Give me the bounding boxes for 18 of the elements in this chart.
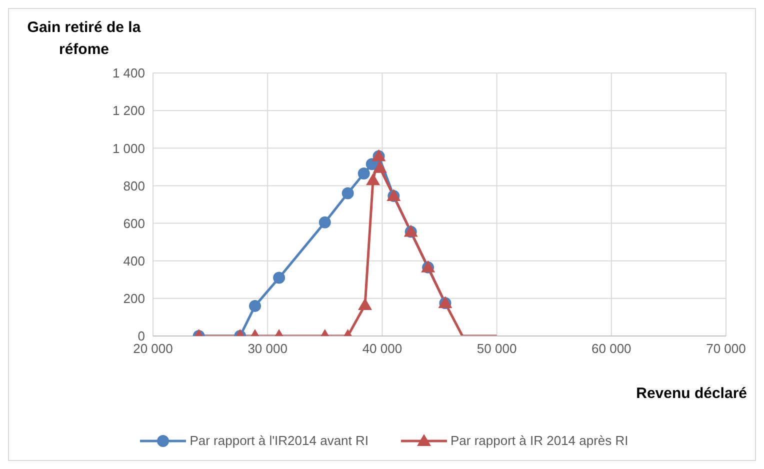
y-tick-label: 1 200 xyxy=(112,103,145,118)
y-tick-label: 1 400 xyxy=(112,66,145,81)
x-axis-title: Revenu déclaré xyxy=(636,385,747,402)
y-tick-label: 0 xyxy=(138,328,145,344)
x-tick-label: 70 000 xyxy=(706,341,746,356)
x-tick-label: 60 000 xyxy=(592,341,632,356)
legend-label: Par rapport à l'IR2014 avant RI xyxy=(190,433,369,448)
y-tick-label: 600 xyxy=(123,216,145,231)
y-axis-title: Gain retiré de la réfome xyxy=(26,18,142,60)
x-tick-label: 20 000 xyxy=(133,341,173,356)
y-tick-label: 800 xyxy=(123,178,145,194)
legend-label: Par rapport à IR 2014 après RI xyxy=(450,433,628,448)
y-tick-label: 200 xyxy=(123,291,145,306)
y-tick-label: 400 xyxy=(123,253,145,268)
x-tick-label: 30 000 xyxy=(248,341,288,356)
y-tick-label: 1 000 xyxy=(112,140,145,156)
x-tick-label: 40 000 xyxy=(362,341,402,356)
x-tick-label: 50 000 xyxy=(476,341,517,356)
